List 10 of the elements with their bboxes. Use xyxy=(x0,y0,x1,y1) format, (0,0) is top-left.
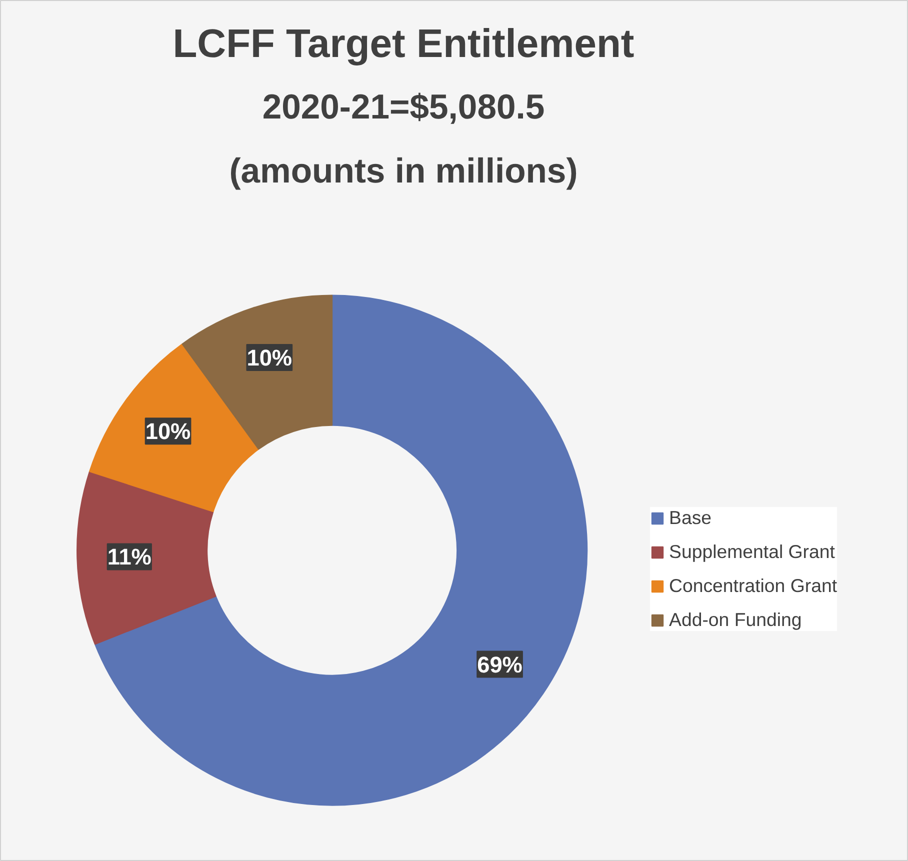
legend-label: Supplemental Grant xyxy=(669,541,835,563)
chart-title: LCFF Target Entitlement xyxy=(172,22,634,66)
legend-label: Concentration Grant xyxy=(669,575,837,597)
data-label: 10% xyxy=(145,418,191,444)
legend-label: Add-on Funding xyxy=(669,609,802,631)
legend-label: Base xyxy=(669,507,712,529)
data-label: 69% xyxy=(477,651,522,678)
data-label: 10% xyxy=(246,344,292,370)
data-label: 11% xyxy=(107,544,152,570)
chart-subtitle: 2020-21=$5,080.5 (amounts in millions) xyxy=(229,88,578,190)
